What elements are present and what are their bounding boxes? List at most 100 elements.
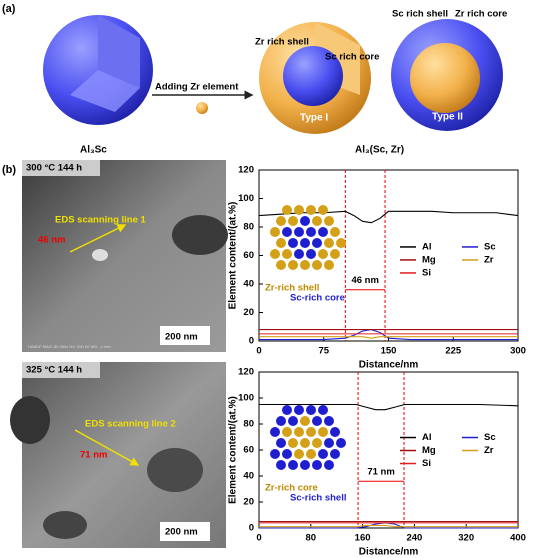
legend-label: Zr bbox=[484, 445, 494, 456]
atom bbox=[300, 460, 310, 470]
atom bbox=[288, 416, 298, 426]
legend-label: Al bbox=[422, 241, 432, 252]
atom bbox=[300, 416, 310, 426]
y-tick-label: 100 bbox=[238, 193, 254, 204]
x-tick-label: 0 bbox=[256, 346, 261, 357]
span-label: 46 nm bbox=[351, 275, 378, 286]
scan-line bbox=[74, 429, 140, 466]
atom bbox=[306, 427, 316, 437]
series-line bbox=[259, 336, 518, 339]
atom bbox=[282, 205, 292, 215]
label: Zr rich shell bbox=[255, 37, 309, 48]
atom bbox=[282, 449, 292, 459]
footer: HAADF MAG: 80 000x HV: 200 kV WD: -1 mm bbox=[28, 344, 111, 349]
atom bbox=[318, 405, 328, 415]
panel-a: (a) Al₃Sc Adding Zr element Zr rich shel… bbox=[2, 3, 507, 156]
atom bbox=[330, 427, 340, 437]
span-label: 71 nm bbox=[367, 467, 394, 478]
legend-label: Si bbox=[422, 267, 431, 278]
y-tick-label: 80 bbox=[243, 222, 254, 233]
x-tick-label: 160 bbox=[355, 533, 371, 544]
core bbox=[410, 43, 480, 113]
atom bbox=[330, 449, 340, 459]
inset-label: Zr-rich core bbox=[265, 483, 318, 494]
y-tick-label: 40 bbox=[243, 279, 254, 290]
x-tick-label: 80 bbox=[306, 533, 317, 544]
atom bbox=[294, 427, 304, 437]
atom bbox=[300, 216, 310, 226]
atom bbox=[324, 416, 334, 426]
atom bbox=[318, 227, 328, 237]
legend-label: Sc bbox=[484, 241, 496, 252]
atom bbox=[276, 460, 286, 470]
x-axis-title: Distance/nm bbox=[359, 360, 419, 371]
atom bbox=[324, 260, 334, 270]
y-tick-label: 60 bbox=[243, 250, 254, 261]
feature bbox=[92, 249, 108, 261]
feature bbox=[147, 448, 203, 492]
legend-label: Mg bbox=[422, 445, 436, 456]
scale-bar: 200 nm bbox=[165, 527, 198, 538]
atom bbox=[300, 238, 310, 248]
y-tick-label: 20 bbox=[243, 497, 254, 508]
image-title-box bbox=[22, 160, 100, 176]
scale-box bbox=[160, 522, 210, 541]
atom bbox=[318, 205, 328, 215]
label: Sc rich shell bbox=[392, 9, 448, 20]
atom bbox=[336, 438, 346, 448]
series-line bbox=[259, 522, 518, 529]
y-tick-label: 60 bbox=[243, 445, 254, 456]
legend-label: Al bbox=[422, 432, 432, 443]
scale-bar: 200 nm bbox=[165, 332, 198, 343]
atom bbox=[306, 249, 316, 259]
zr-atom bbox=[196, 102, 208, 114]
panel-label: (b) bbox=[2, 164, 16, 176]
atom bbox=[282, 249, 292, 259]
x-tick-label: 400 bbox=[510, 533, 526, 544]
atom bbox=[294, 227, 304, 237]
atom bbox=[288, 216, 298, 226]
atom bbox=[288, 438, 298, 448]
atom bbox=[282, 427, 292, 437]
size-label: 46 nm bbox=[38, 235, 65, 246]
atom bbox=[318, 249, 328, 259]
feature bbox=[10, 396, 50, 444]
series-line bbox=[259, 329, 518, 341]
atom bbox=[294, 249, 304, 259]
atom bbox=[306, 227, 316, 237]
y-tick-label: 80 bbox=[243, 419, 254, 430]
panel-label: (a) bbox=[2, 3, 16, 15]
line-label: EDS scanning line 2 bbox=[85, 419, 176, 430]
y-axis-title: Element content/(at.%) bbox=[228, 202, 239, 310]
y-tick-label: 20 bbox=[243, 307, 254, 318]
y-tick-label: 0 bbox=[249, 336, 254, 347]
x-tick-label: 0 bbox=[256, 533, 261, 544]
atom bbox=[318, 449, 328, 459]
atom bbox=[312, 216, 322, 226]
atom bbox=[336, 238, 346, 248]
atom bbox=[294, 449, 304, 459]
atom bbox=[324, 438, 334, 448]
atom bbox=[312, 260, 322, 270]
x-tick-label: 240 bbox=[406, 533, 422, 544]
label: Type II bbox=[432, 112, 463, 123]
atom bbox=[312, 238, 322, 248]
image-title-box bbox=[22, 362, 100, 378]
atom bbox=[270, 227, 280, 237]
panel-b: (b) 300 °C 144 h EDS scanning line 1 46 … bbox=[2, 160, 228, 548]
x-tick-label: 300 bbox=[510, 346, 526, 357]
label: Type I bbox=[300, 113, 328, 124]
legend-label: Sc bbox=[484, 432, 496, 443]
cutout bbox=[70, 70, 140, 112]
scan-line bbox=[69, 224, 127, 253]
caption: Al₃Sc bbox=[80, 145, 107, 156]
atom bbox=[270, 449, 280, 459]
x-axis-title: Distance/nm bbox=[359, 547, 419, 558]
atom bbox=[318, 427, 328, 437]
atom bbox=[312, 416, 322, 426]
label: Zr rich core bbox=[455, 9, 507, 20]
atom bbox=[270, 249, 280, 259]
atom bbox=[276, 260, 286, 270]
caption: Al₃(Sc, Zr) bbox=[355, 145, 404, 156]
line-label: EDS scanning line 1 bbox=[55, 215, 147, 226]
